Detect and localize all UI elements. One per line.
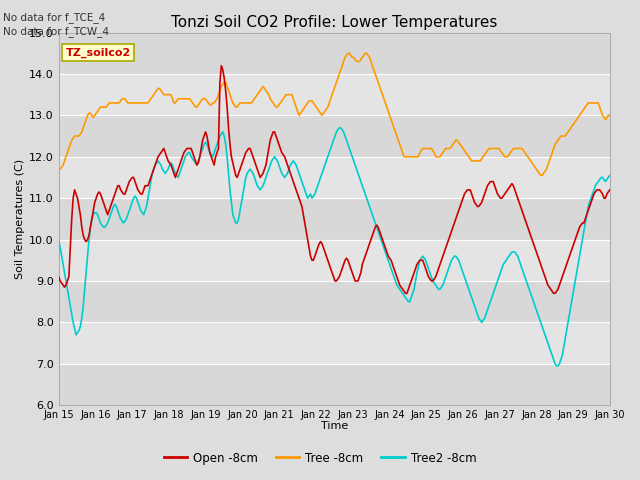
Y-axis label: Soil Temperatures (C): Soil Temperatures (C) (15, 159, 25, 279)
Title: Tonzi Soil CO2 Profile: Lower Temperatures: Tonzi Soil CO2 Profile: Lower Temperatur… (171, 15, 497, 30)
Legend: Open -8cm, Tree -8cm, Tree2 -8cm: Open -8cm, Tree -8cm, Tree2 -8cm (159, 447, 481, 469)
Bar (59, 240, 610, 281)
Text: TZ_soilco2: TZ_soilco2 (65, 48, 131, 58)
Bar (59, 157, 610, 198)
Bar (59, 33, 610, 74)
Bar (59, 364, 610, 405)
Bar (59, 198, 610, 240)
Text: No data for f_TCE_4: No data for f_TCE_4 (3, 12, 106, 23)
Bar (59, 281, 610, 323)
X-axis label: Time: Time (321, 421, 348, 432)
Bar (59, 323, 610, 364)
Bar (59, 115, 610, 157)
Bar (59, 74, 610, 115)
Text: No data for f_TCW_4: No data for f_TCW_4 (3, 26, 109, 37)
